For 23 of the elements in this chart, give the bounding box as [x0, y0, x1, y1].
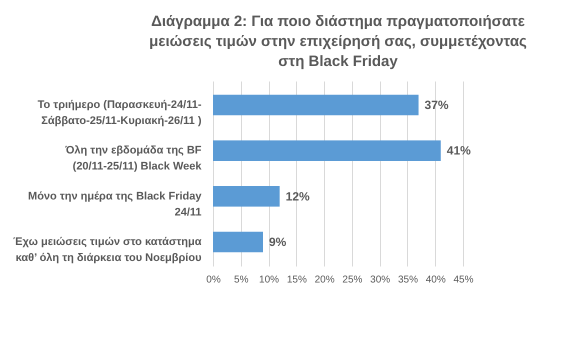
x-tick-label: 0%	[206, 274, 221, 286]
y-tick-label: Έχω μειώσεις τιμών στο κατάστημα καθ’ όλη τη διάρκεια του Νοεμβρίου	[13, 236, 202, 264]
x-tick-label: 40%	[426, 274, 446, 286]
x-tick-label: 35%	[398, 274, 418, 286]
x-tick-label: 15%	[286, 274, 307, 286]
bar	[213, 140, 441, 161]
x-tick-label: 5%	[234, 274, 249, 286]
x-tick-label: 25%	[342, 274, 363, 286]
data-label: 41%	[446, 144, 472, 158]
x-tick-label: 45%	[453, 274, 474, 286]
x-tick-label: 10%	[259, 274, 280, 286]
y-tick-label: Μόνο την ημέρα της Black Friday 24/11	[28, 190, 202, 218]
chart-title: Διάγραμμα 2: Για ποιο διάστημα πραγματοποιήσατε μειώσεις τιμών στην επιχείρησή σας, συμμετέχοντας στη Black Friday	[149, 13, 528, 70]
data-label: 12%	[286, 189, 310, 204]
data-label: 9%	[269, 235, 287, 250]
bar	[213, 232, 263, 252]
y-tick-label: Όλη την εβδομάδα της BF (20/11-25/11) Black Week	[64, 144, 202, 173]
x-tick-label: 30%	[370, 274, 390, 286]
x-tick-label: 20%	[314, 274, 335, 286]
data-label: 37%	[424, 98, 449, 112]
y-tick-label: Το τριήμερο (Παρασκευή-24/11-Σάββατο-25/11-Κυριακή-26/11 )	[38, 98, 202, 127]
bar	[213, 186, 280, 207]
bar	[213, 94, 419, 116]
